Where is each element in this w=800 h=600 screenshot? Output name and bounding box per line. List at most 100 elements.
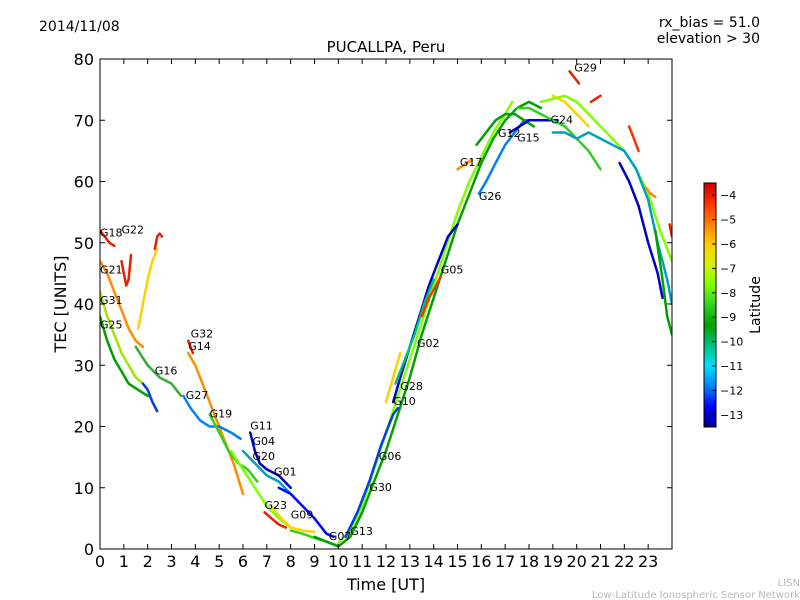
y-axis: 0 10 20 30 40 50 60 70 80 xyxy=(74,50,672,559)
satellite-label-g02: G02 xyxy=(417,337,440,350)
satellite-label-g01: G01 xyxy=(274,466,297,479)
x-tick-label: 2 xyxy=(143,552,153,571)
series-line-g29d xyxy=(539,94,672,263)
series-line-g16c xyxy=(153,232,164,251)
footer-network: Low-Latitude Ionospheric Sensor Network xyxy=(592,590,800,600)
series-line-g04 xyxy=(241,449,292,496)
x-tick-label: 4 xyxy=(190,552,200,571)
y-tick-label: 10 xyxy=(74,479,94,498)
colorbar-tick-label: −13 xyxy=(720,409,743,422)
series-line-g28 xyxy=(394,278,435,385)
x-tick-label: 21 xyxy=(590,552,610,571)
satellite-label-g06: G06 xyxy=(379,450,402,463)
series-line-g16 xyxy=(134,345,183,398)
series-line-g17 xyxy=(456,158,474,171)
series-line-g24 xyxy=(515,106,602,171)
colorbar-tick-label: −8 xyxy=(720,287,736,300)
series-line-g21 xyxy=(100,259,145,349)
series-line-g12 xyxy=(475,112,536,147)
series-line-g29i xyxy=(654,229,672,336)
satellite-label-g10: G10 xyxy=(393,395,416,408)
colorbar-tick-label: −6 xyxy=(720,238,736,251)
satellite-label-g14: G14 xyxy=(188,340,211,353)
series-layer xyxy=(100,70,672,548)
colorbar: −4 −5 −6 −7 −8 −9 −10 −11 −12 −13 xyxy=(703,182,743,428)
x-tick-label: 10 xyxy=(328,552,348,571)
series-line-g29 xyxy=(568,70,581,85)
satellite-label-g29: G29 xyxy=(574,61,597,74)
series-line-g16d xyxy=(141,382,159,413)
series-line-g11 xyxy=(248,431,292,490)
satellite-label-g15: G15 xyxy=(517,132,540,145)
x-tick-label: 8 xyxy=(286,552,296,571)
satellite-label-g24: G24 xyxy=(551,113,574,126)
date-label: 2014/11/08 xyxy=(39,19,120,35)
chart-title: PUCALLPA, Peru xyxy=(327,38,446,56)
x-tick-label: 11 xyxy=(352,552,372,571)
series-line-g31 xyxy=(100,290,145,385)
series-line-g23 xyxy=(263,511,288,529)
satellite-label-g19: G19 xyxy=(210,407,233,420)
x-tick-label: 3 xyxy=(166,552,176,571)
colorbar-tick-label: −4 xyxy=(720,189,736,202)
x-tick-label: 22 xyxy=(614,552,634,571)
series-line-g02 xyxy=(384,351,402,404)
x-tick-label: 19 xyxy=(543,552,563,571)
series-line-g29b xyxy=(551,94,590,128)
satellite-label-g21: G21 xyxy=(100,263,123,276)
series-line-g32 xyxy=(186,339,195,355)
satellite-label-g28: G28 xyxy=(400,380,423,393)
satellite-label-g26: G26 xyxy=(479,190,502,203)
colorbar-tick-label: −7 xyxy=(720,262,736,275)
satellite-label-g09: G09 xyxy=(291,508,314,521)
series-line-g25 xyxy=(100,315,149,398)
series-line-g09 xyxy=(270,504,316,534)
series-line-g29h xyxy=(644,186,657,199)
x-tick-label: 7 xyxy=(262,552,272,571)
satellite-label-g32: G32 xyxy=(191,328,214,341)
satellite-label-g22: G22 xyxy=(122,224,145,237)
y-tick-label: 30 xyxy=(74,356,94,375)
y-tick-label: 50 xyxy=(74,234,94,253)
satellite-label-g11: G11 xyxy=(250,420,273,433)
elevation-label: elevation > 30 xyxy=(657,31,760,47)
satellite-label-g04: G04 xyxy=(253,435,276,448)
y-axis-label: TEC [UNITS] xyxy=(51,256,70,354)
series-line-g06 xyxy=(344,406,400,539)
x-tick-label: 9 xyxy=(309,552,319,571)
y-tick-label: 40 xyxy=(74,295,94,314)
series-line-g29g xyxy=(627,125,640,153)
series-line-g18 xyxy=(100,229,116,248)
x-tick-label: 1 xyxy=(119,552,129,571)
rx-bias-label: rx_bias = 51.0 xyxy=(659,15,760,31)
series-line-g05 xyxy=(420,275,443,318)
y-tick-label: 0 xyxy=(84,540,94,559)
satellite-label-g07: G07 xyxy=(329,530,352,543)
x-tick-label: 18 xyxy=(519,552,539,571)
series-line-g29f xyxy=(618,161,664,300)
x-tick-label: 23 xyxy=(638,552,658,571)
y-tick-label: 20 xyxy=(74,418,94,437)
satellite-label-g16: G16 xyxy=(155,364,178,377)
x-axis-label: Time [UT] xyxy=(346,575,425,594)
series-line-g29e xyxy=(551,131,672,306)
series-line-g16b xyxy=(136,247,159,330)
x-tick-label: 20 xyxy=(566,552,586,571)
x-tick-label: 6 xyxy=(238,552,248,571)
series-line-g27 xyxy=(182,394,242,441)
x-tick-label: 0 xyxy=(95,552,105,571)
satellite-label-g31: G31 xyxy=(100,294,123,307)
colorbar-label: Latitude xyxy=(748,276,764,334)
x-tick-label: 15 xyxy=(447,552,467,571)
y-tick-label: 80 xyxy=(74,50,94,69)
y-tick-label: 70 xyxy=(74,111,94,130)
series-line-g15 xyxy=(508,119,559,134)
x-tick-label: 14 xyxy=(423,552,443,571)
satellite-label-g30: G30 xyxy=(369,481,392,494)
satellite-label-g20: G20 xyxy=(253,450,276,463)
satellite-label-g25: G25 xyxy=(100,319,123,332)
series-line-g29c xyxy=(589,94,602,104)
x-tick-label: 17 xyxy=(495,552,515,571)
